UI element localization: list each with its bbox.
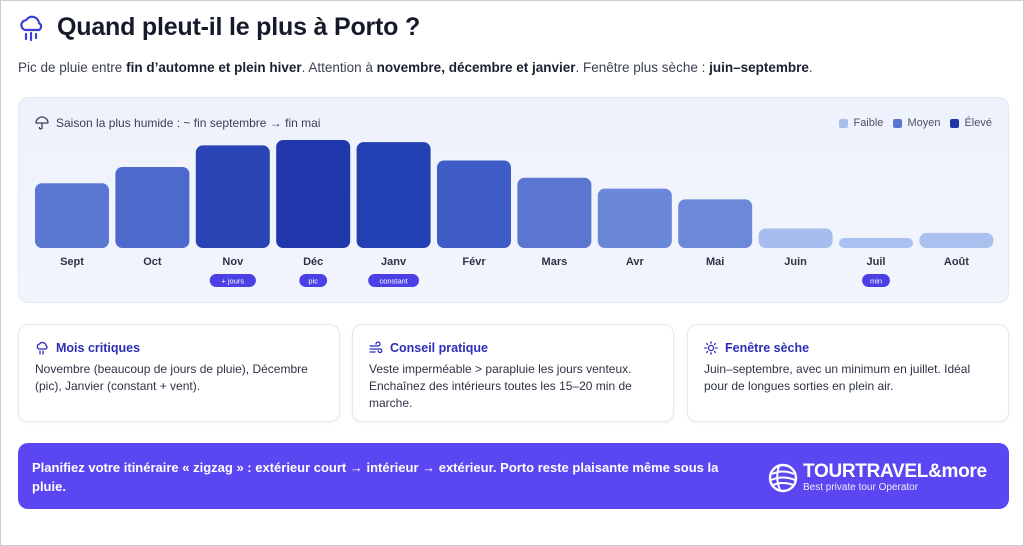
x-tick-label: Avr: [626, 256, 645, 268]
badge-label: + jours: [221, 277, 244, 286]
legend-swatch: [893, 118, 903, 128]
badge-déc: pic: [299, 274, 328, 287]
cta-banner: Planifiez votre itinéraire « zigzag » : …: [18, 443, 1009, 509]
x-tick-label: Juin: [784, 256, 807, 268]
legend-label: Moyen: [907, 117, 941, 129]
badge-juil: min: [862, 274, 890, 287]
subtitle: Pic de pluie entre fin d’automne et plei…: [18, 60, 813, 75]
card-title: Conseil pratique: [369, 341, 657, 355]
subtitle-text: . Fenêtre plus sèche :: [575, 60, 710, 75]
sun-icon: [704, 341, 718, 355]
brand-logo[interactable]: TOURTRAVEL&more Best private tour Operat…: [768, 462, 987, 493]
brand-name: TOURTRAVEL&more: [803, 461, 987, 482]
bar-févr: [437, 160, 511, 248]
card-title-text: Mois critiques: [56, 341, 141, 355]
x-tick-label: Août: [944, 256, 969, 268]
cloud-rain-icon: [20, 15, 43, 41]
card-dry-window: Fenêtre sèche Juin–septembre, avec un mi…: [687, 324, 1009, 422]
card-title-text: Fenêtre sèche: [725, 341, 810, 355]
bar-déc: [276, 140, 351, 248]
legend-item-eleve: Élevé: [950, 117, 992, 129]
rain-chart-card: Sept Oct Nov Déc Janv Févr Mars Avr Mai Juin Juil A…: [18, 97, 1009, 303]
legend-swatch: [950, 118, 960, 128]
bar-sept: [35, 183, 109, 248]
subtitle-highlight: novembre, décembre et janvier: [376, 60, 576, 75]
card-title: Fenêtre sèche: [704, 341, 992, 355]
x-tick-label: Janv: [381, 256, 407, 268]
x-tick-label: Mai: [706, 256, 724, 268]
chart-legend: Faible Moyen Élevé: [829, 117, 992, 129]
badge-janv: constant: [368, 274, 419, 287]
umbrella-icon: [35, 116, 49, 130]
x-tick-label: Oct: [143, 256, 162, 268]
header: Quand pleut-il le plus à Porto ?: [17, 13, 420, 42]
bar-juil: [839, 238, 913, 248]
brand-text: TOURTRAVEL&more Best private tour Operat…: [803, 462, 987, 493]
badge-pill: [299, 274, 328, 287]
badge-label: pic: [308, 277, 318, 286]
card-practical-tip: Conseil pratique Veste imperméable > par…: [352, 324, 674, 422]
x-tick-label: Mars: [542, 256, 568, 268]
bar-mars: [517, 177, 592, 248]
x-tick-label: Déc: [303, 256, 323, 268]
x-tick-label: Nov: [222, 256, 244, 268]
x-tick-label: Juil: [867, 256, 886, 268]
bar-juin: [758, 228, 833, 248]
bar-avr: [597, 188, 672, 248]
globe-logo-icon: [768, 463, 798, 492]
legend-label: Faible: [853, 117, 884, 129]
info-cards: Mois critiques Novembre (beaucoup de jou…: [18, 324, 1009, 422]
badge-nov: + jours: [209, 274, 256, 287]
bar-oct: [115, 167, 190, 248]
badge-pill: [862, 274, 890, 287]
legend-label: Élevé: [964, 117, 992, 129]
card-critical-months: Mois critiques Novembre (beaucoup de jou…: [18, 324, 340, 422]
season-label: Saison la plus humide : ~ fin septembre …: [35, 116, 320, 130]
banner-text: Planifiez votre itinéraire « zigzag » : …: [32, 460, 719, 494]
brand-tagline: Best private tour Operator: [803, 482, 919, 493]
bar-août: [919, 232, 994, 248]
bar-nov: [195, 145, 270, 248]
bar-mai: [678, 199, 753, 248]
subtitle-text: Pic de pluie entre: [18, 60, 127, 75]
legend-item-faible: Faible: [839, 117, 883, 129]
wind-icon: [369, 341, 383, 354]
card-title: Mois critiques: [35, 341, 323, 355]
card-text: Juin–septembre, avec un minimum en juill…: [704, 362, 971, 393]
cloud-rain-icon: [36, 341, 48, 355]
badge-pill: [368, 274, 419, 287]
x-tick-label: Févr: [462, 256, 486, 268]
card-text: Novembre (beaucoup de jours de pluie), D…: [35, 362, 308, 393]
badge-label: constant: [379, 277, 408, 286]
season-text: Saison la plus humide : ~ fin septembre …: [56, 116, 321, 130]
page-title: Quand pleut-il le plus à Porto ?: [57, 13, 421, 41]
badge-label: min: [870, 277, 882, 286]
subtitle-text: . Attention à: [301, 60, 377, 75]
subtitle-text: .: [808, 60, 813, 75]
bar-janv: [356, 142, 431, 248]
card-title-text: Conseil pratique: [390, 341, 488, 355]
legend-swatch: [839, 118, 849, 128]
rain-bar-chart: Sept Oct Nov Déc Janv Févr Mars Avr Mai Juin Juil A…: [35, 140, 994, 287]
badge-pill: [209, 274, 256, 287]
legend-item-moyen: Moyen: [893, 117, 940, 129]
subtitle-highlight: juin–septembre: [709, 60, 809, 75]
card-text: Veste imperméable > parapluie les jours …: [369, 362, 632, 410]
subtitle-highlight: fin d’automne et plein hiver: [126, 60, 302, 75]
x-tick-label: Sept: [60, 256, 84, 268]
